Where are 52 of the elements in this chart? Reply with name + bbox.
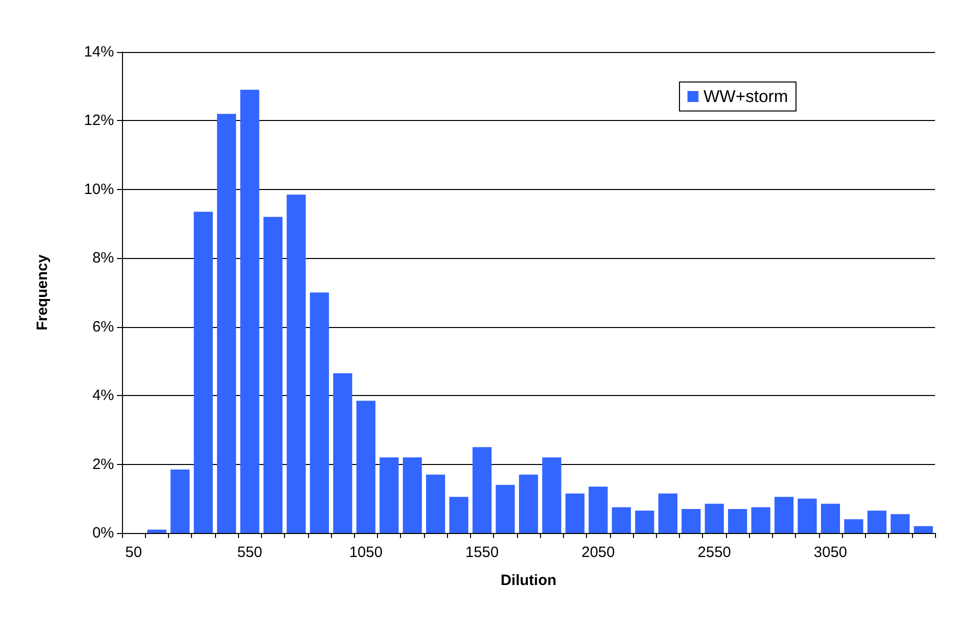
- y-tick-label: 10%: [84, 180, 114, 198]
- bar: [890, 514, 910, 533]
- bar: [194, 212, 213, 533]
- bar: [565, 493, 584, 533]
- bar: [170, 469, 190, 533]
- bar: [263, 216, 283, 533]
- y-tick-label: 6%: [92, 318, 114, 336]
- bar: [820, 504, 840, 533]
- bar: [867, 510, 886, 533]
- bar: [658, 493, 678, 533]
- x-tick-label: 1050: [349, 544, 383, 561]
- bar: [751, 507, 770, 533]
- bar: [240, 90, 260, 533]
- x-tick-label: 2550: [698, 544, 732, 561]
- bar: [426, 474, 446, 533]
- x-tick-label: 3050: [814, 544, 848, 561]
- bar: [542, 457, 562, 533]
- y-tick-label: 2%: [92, 456, 114, 473]
- x-tick-label: 1550: [465, 544, 499, 561]
- bar: [217, 114, 236, 533]
- y-tick-label: 4%: [92, 387, 114, 404]
- y-axis-title: Frequency: [34, 254, 51, 330]
- y-tick-label: 12%: [84, 112, 114, 130]
- bar: [588, 486, 608, 533]
- bar: [147, 530, 166, 533]
- bar: [682, 508, 701, 533]
- bar: [380, 457, 399, 533]
- bar: [333, 373, 352, 533]
- bar: [635, 510, 654, 533]
- bar: [472, 447, 492, 533]
- bar: [774, 496, 794, 533]
- x-tick-label: 50: [125, 544, 142, 561]
- bar: [612, 507, 631, 533]
- x-axis-title: Dilution: [500, 572, 556, 589]
- bar: [518, 474, 538, 533]
- bar: [798, 498, 817, 533]
- bar: [449, 496, 468, 533]
- y-tick-label: 8%: [92, 250, 114, 267]
- y-tick-label: 14%: [84, 44, 114, 60]
- bar: [914, 526, 933, 533]
- legend-label: WW+storm: [703, 87, 788, 106]
- x-tick-label: 2050: [582, 544, 615, 561]
- bar: [728, 508, 748, 533]
- bar: [704, 504, 724, 533]
- bar: [844, 519, 864, 533]
- bar: [356, 400, 376, 533]
- bar: [496, 484, 515, 533]
- bar: [286, 194, 306, 533]
- bar: [402, 457, 422, 533]
- bar: [310, 292, 329, 533]
- y-tick-label: 0%: [92, 524, 114, 542]
- x-tick-label: 550: [237, 544, 262, 561]
